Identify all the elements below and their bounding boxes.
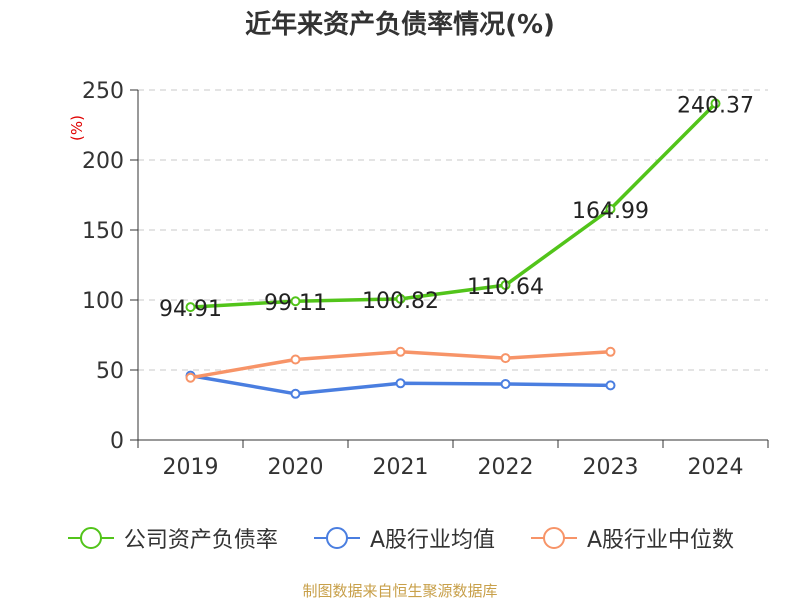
- data-point: [500, 353, 511, 364]
- data-point: [500, 280, 511, 291]
- data-point: [395, 346, 406, 357]
- data-label: 94.91: [159, 297, 222, 322]
- y-axis-label: (%): [68, 115, 86, 141]
- data-point: [290, 296, 301, 307]
- source-note: 制图数据来自恒生聚源数据库: [302, 582, 498, 600]
- legend-label: A股行业中位数: [587, 528, 735, 553]
- axes: 0 50 100 150 200 250 2019 2020 2021 2022 2023 2024 (…: [68, 79, 769, 480]
- legend-label: 公司资产负债率: [123, 528, 278, 553]
- data-label: 240.37: [677, 93, 754, 118]
- data-point: [290, 354, 301, 365]
- data-point: [290, 388, 301, 399]
- legend-item[interactable]: A股行业中位数: [529, 522, 734, 554]
- data-point: [605, 204, 616, 215]
- y-tick-label: 100: [82, 289, 124, 314]
- y-tick-label: 200: [82, 149, 124, 174]
- chart-title: 近年来资产负债率情况(%): [245, 10, 555, 40]
- data-label: 164.99: [572, 199, 649, 224]
- x-tick-label: 2019: [163, 455, 219, 480]
- x-tick-label: 2022: [478, 455, 534, 480]
- x-tick-label: 2024: [688, 455, 744, 480]
- data-label: 100.82: [362, 289, 439, 314]
- data-point: [710, 98, 721, 109]
- data-point: [500, 379, 511, 389]
- data-label: 110.64: [467, 275, 544, 300]
- legend-item[interactable]: 公司资产负债率: [66, 522, 278, 554]
- legend-marker-icon: [313, 527, 360, 549]
- legend: 公司资产负债率 A股行业均值 A股行业中位数: [0, 522, 800, 554]
- data-point: [605, 380, 616, 391]
- legend-marker-icon: [531, 527, 577, 549]
- legend-item[interactable]: A股行业均值: [312, 522, 495, 554]
- y-tick-label: 0: [110, 429, 124, 454]
- series-line: [190, 102, 717, 309]
- data-point: [395, 293, 406, 304]
- data-point: [185, 372, 196, 383]
- legend-label: A股行业均值: [369, 528, 495, 553]
- series-lines: [185, 98, 721, 399]
- x-tick-label: 2020: [268, 455, 324, 480]
- data-point: [605, 346, 616, 357]
- data-point: [185, 302, 196, 313]
- x-tick-label: 2021: [373, 455, 429, 480]
- data-labels: 94.91 99.11 100.82 110.64 164.99 240.37: [159, 93, 754, 322]
- y-tick-label: 250: [82, 79, 124, 104]
- x-tick-label: 2023: [583, 455, 639, 480]
- legend-marker-icon: [67, 527, 114, 549]
- grid-lines: [138, 89, 768, 371]
- y-tick-label: 150: [82, 219, 124, 244]
- data-label: 99.11: [264, 291, 327, 316]
- y-tick-label: 50: [96, 359, 124, 384]
- data-point: [395, 378, 406, 389]
- chart-svg: 0 50 100 150 200 250 2019 2020 2021 2022 2023 2024 (…: [68, 79, 769, 480]
